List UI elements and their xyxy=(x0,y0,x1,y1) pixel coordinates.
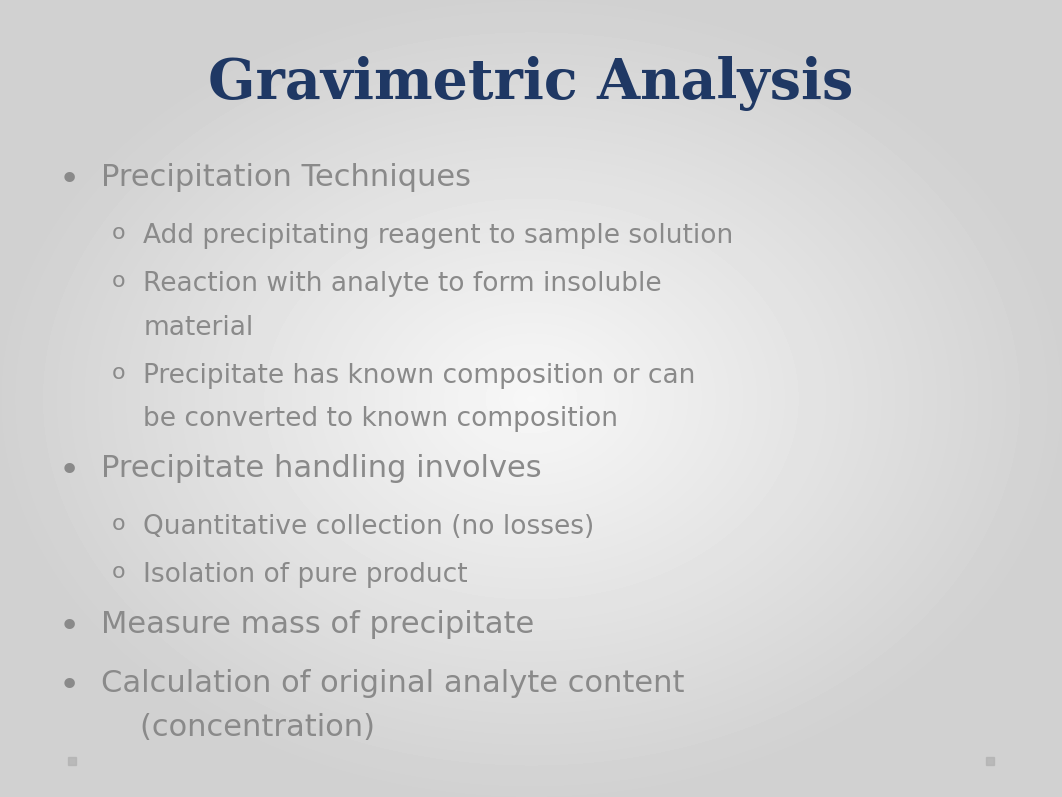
Text: Precipitate handling involves: Precipitate handling involves xyxy=(101,454,542,483)
Text: o: o xyxy=(112,562,125,582)
Text: Quantitative collection (no losses): Quantitative collection (no losses) xyxy=(143,514,595,540)
Text: Measure mass of precipitate: Measure mass of precipitate xyxy=(101,610,534,638)
Text: Isolation of pure product: Isolation of pure product xyxy=(143,562,468,588)
Text: Precipitate has known composition or can: Precipitate has known composition or can xyxy=(143,363,696,389)
Text: Calculation of original analyte content: Calculation of original analyte content xyxy=(101,669,684,698)
Text: Precipitation Techniques: Precipitation Techniques xyxy=(101,163,470,192)
Text: Reaction with analyte to form insoluble: Reaction with analyte to form insoluble xyxy=(143,271,662,297)
Text: o: o xyxy=(112,514,125,534)
Text: •: • xyxy=(58,669,80,704)
Text: •: • xyxy=(58,163,80,198)
Text: material: material xyxy=(143,315,254,341)
Text: •: • xyxy=(58,454,80,489)
Text: Gravimetric Analysis: Gravimetric Analysis xyxy=(208,56,854,111)
Text: o: o xyxy=(112,363,125,383)
Text: (concentration): (concentration) xyxy=(101,713,375,742)
Text: o: o xyxy=(112,271,125,291)
Text: Add precipitating reagent to sample solution: Add precipitating reagent to sample solu… xyxy=(143,223,734,249)
Text: be converted to known composition: be converted to known composition xyxy=(143,406,618,433)
Text: •: • xyxy=(58,610,80,644)
Text: o: o xyxy=(112,223,125,243)
